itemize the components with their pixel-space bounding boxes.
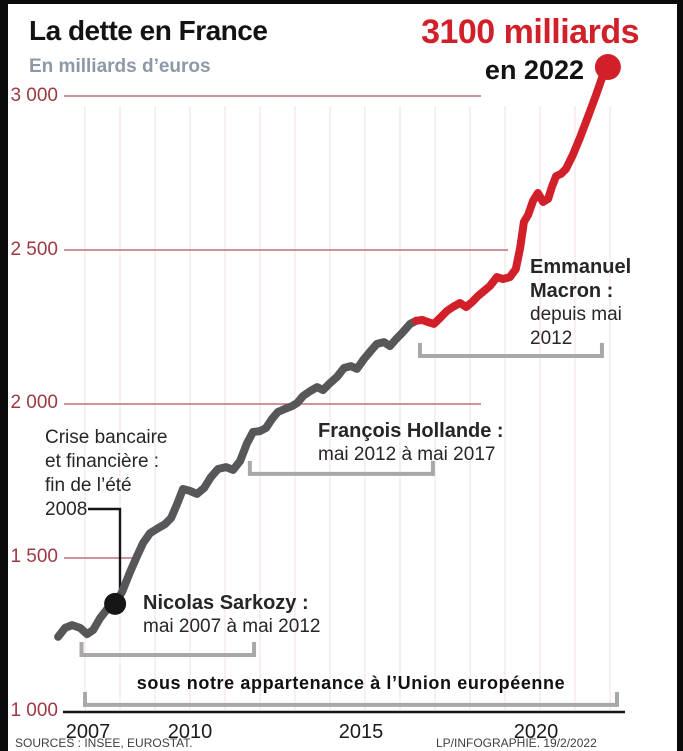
xtick-2007: 2007 [65,721,111,743]
ytick-1000: 1 000 [10,700,58,721]
annotation-macron-name: Emmanuel [530,256,632,278]
ytick-2000: 2 000 [10,392,58,413]
xtick-2010: 2010 [167,721,213,743]
page-title: La dette en France [29,15,268,46]
annotation-sarkozy: Nicolas Sarkozy : mai 2007 à mai 2012 [143,591,320,639]
annotation-sarkozy-name: Nicolas Sarkozy : [143,592,309,614]
annotation-crisis-line: fin de l’été [45,475,132,496]
annotation-macron-period: 2012 [530,328,573,349]
annotation-macron-period: depuis mai [530,304,622,325]
xtick-2015: 2015 [338,721,384,743]
frame-right [677,0,683,751]
highlight-value: 3100 milliards [421,13,639,51]
footer-credit: LP/INFOGRAPHIE. 19/2/2022 [436,736,597,750]
ytick-2500: 2 500 [10,239,58,260]
annotation-eu-membership: sous notre appartenance à l’Union europé… [136,673,566,693]
footer-sources: SOURCES : INSEE, EUROSTAT. [15,736,193,750]
annotation-crisis-line: 2008 [45,499,88,520]
ytick-1500: 1 500 [10,546,58,567]
frame-left [0,0,8,751]
chart-subtitle: En milliards d’euros [29,56,211,77]
annotation-hollande-period: mai 2012 à mai 2017 [318,444,496,465]
annotation-macron: Emmanuel Macron : depuis mai 2012 [530,255,631,351]
frame-top [0,0,683,4]
ytick-3000: 3 000 [10,85,58,106]
annotation-macron-name: Macron : [530,280,614,302]
annotation-crisis-line: et financière : [45,451,160,472]
annotation-crisis: Crise bancaire et financière : fin de l’… [45,426,168,522]
xtick-2020: 2020 [513,721,559,743]
annotation-hollande: François Hollande : mai 2012 à mai 2017 [318,419,504,467]
annotation-sarkozy-period: mai 2007 à mai 2012 [143,616,321,637]
annotation-crisis-line: Crise bancaire [45,427,168,448]
annotation-hollande-name: François Hollande : [318,420,504,442]
highlight-period: en 2022 [484,55,584,85]
